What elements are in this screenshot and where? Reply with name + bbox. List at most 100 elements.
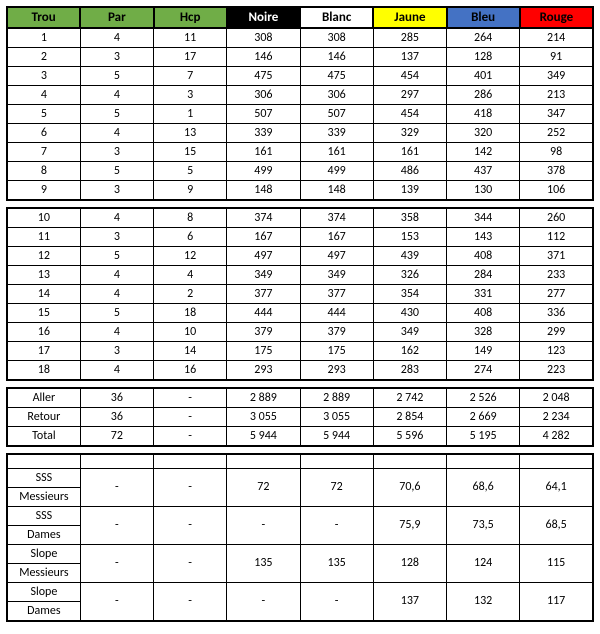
cell-par: 5	[80, 105, 153, 124]
cell-noire: 339	[227, 124, 300, 143]
table-row: 12512497497439408371	[7, 247, 593, 266]
ratings-table: SSS--727270,668,664,1MessieursSSS----75,…	[6, 453, 594, 622]
cell-hcp: -	[154, 506, 227, 544]
cell-par: 4	[80, 86, 153, 105]
cell-bleu: 331	[447, 285, 520, 304]
cell-par: -	[80, 506, 153, 544]
cell-rouge: 123	[520, 342, 593, 361]
cell-blanc: 2 889	[300, 388, 373, 408]
cell-noire: 507	[227, 105, 300, 124]
cell-blanc: 499	[300, 162, 373, 181]
hdr-trou: Trou	[7, 7, 80, 28]
cell-rouge: 252	[520, 124, 593, 143]
cell-hcp: -	[154, 582, 227, 621]
cell-blanc: 306	[300, 86, 373, 105]
cell-hcp: 16	[154, 361, 227, 381]
cell-jaune: 454	[373, 67, 446, 86]
cell-bleu: 418	[447, 105, 520, 124]
cell-noire: 349	[227, 266, 300, 285]
cell-rouge: 233	[520, 266, 593, 285]
blank-cell	[7, 454, 80, 468]
cell-rouge: 223	[520, 361, 593, 381]
cell-label2: Messieurs	[7, 563, 80, 582]
cell-hcp: 12	[154, 247, 227, 266]
cell-jaune: 430	[373, 304, 446, 323]
cell-trou: 17	[7, 342, 80, 361]
cell-rouge: 277	[520, 285, 593, 304]
cell-noire: 175	[227, 342, 300, 361]
hdr-blanc: Blanc	[300, 7, 373, 28]
cell-bleu: 264	[447, 28, 520, 48]
cell-rouge: 68,5	[520, 506, 593, 544]
cell-bleu: 128	[447, 48, 520, 67]
cell-blanc: 349	[300, 266, 373, 285]
cell-noire: 374	[227, 208, 300, 228]
cell-jaune: 2 854	[373, 408, 446, 427]
cell-trou: 13	[7, 266, 80, 285]
cell-blanc: 148	[300, 181, 373, 201]
hdr-rouge: Rouge	[520, 7, 593, 28]
cell-par: 4	[80, 361, 153, 381]
table-row: 855499499486437378	[7, 162, 593, 181]
cell-rouge: 64,1	[520, 468, 593, 506]
cell-hcp: -	[154, 408, 227, 427]
table-row: 551507507454418347	[7, 105, 593, 124]
cell-bleu: 344	[447, 208, 520, 228]
cell-jaune: 161	[373, 143, 446, 162]
blank-cell	[300, 454, 373, 468]
cell-rouge: 112	[520, 228, 593, 247]
table-row: 18416293293283274223	[7, 361, 593, 381]
cell-label: Retour	[7, 408, 80, 427]
cell-noire: 2 889	[227, 388, 300, 408]
cell-par: 4	[80, 208, 153, 228]
cell-trou: 7	[7, 143, 80, 162]
cell-label2: Dames	[7, 525, 80, 544]
cell-noire: 148	[227, 181, 300, 201]
cell-par: 3	[80, 228, 153, 247]
cell-hcp: 14	[154, 342, 227, 361]
cell-hcp: 1	[154, 105, 227, 124]
cell-bleu: 2 669	[447, 408, 520, 427]
cell-hcp: 4	[154, 266, 227, 285]
hdr-jaune: Jaune	[373, 7, 446, 28]
cell-jaune: 137	[373, 48, 446, 67]
cell-trou: 9	[7, 181, 80, 201]
cell-jaune: 354	[373, 285, 446, 304]
cell-noire: 161	[227, 143, 300, 162]
cell-jaune: 5 596	[373, 427, 446, 447]
cell-bleu: 5 195	[447, 427, 520, 447]
cell-jaune: 454	[373, 105, 446, 124]
cell-jaune: 439	[373, 247, 446, 266]
cell-hcp: 6	[154, 228, 227, 247]
cell-noire: -	[227, 582, 300, 621]
cell-trou: 2	[7, 48, 80, 67]
cell-bleu: 73,5	[447, 506, 520, 544]
cell-hcp: -	[154, 388, 227, 408]
cell-blanc: 475	[300, 67, 373, 86]
cell-label1: SSS	[7, 468, 80, 487]
cell-blanc: -	[300, 506, 373, 544]
cell-par: 5	[80, 162, 153, 181]
cell-trou: 18	[7, 361, 80, 381]
cell-blanc: 308	[300, 28, 373, 48]
cell-rouge: 213	[520, 86, 593, 105]
blank-cell	[520, 454, 593, 468]
cell-par: 5	[80, 304, 153, 323]
hdr-bleu: Bleu	[447, 7, 520, 28]
cell-hcp: 13	[154, 124, 227, 143]
cell-par: 3	[80, 342, 153, 361]
scorecard-table: Trou Par Hcp Noire Blanc Jaune Bleu Roug…	[6, 6, 594, 201]
cell-jaune: 486	[373, 162, 446, 181]
cell-bleu: 408	[447, 247, 520, 266]
cell-trou: 4	[7, 86, 80, 105]
cell-jaune: 285	[373, 28, 446, 48]
cell-jaune: 329	[373, 124, 446, 143]
cell-rouge: 260	[520, 208, 593, 228]
cell-blanc: 444	[300, 304, 373, 323]
cell-rouge: 117	[520, 582, 593, 621]
cell-label1: SSS	[7, 506, 80, 525]
blank-cell	[154, 454, 227, 468]
cell-par: 3	[80, 143, 153, 162]
cell-trou: 6	[7, 124, 80, 143]
table-row: 6413339339329320252	[7, 124, 593, 143]
